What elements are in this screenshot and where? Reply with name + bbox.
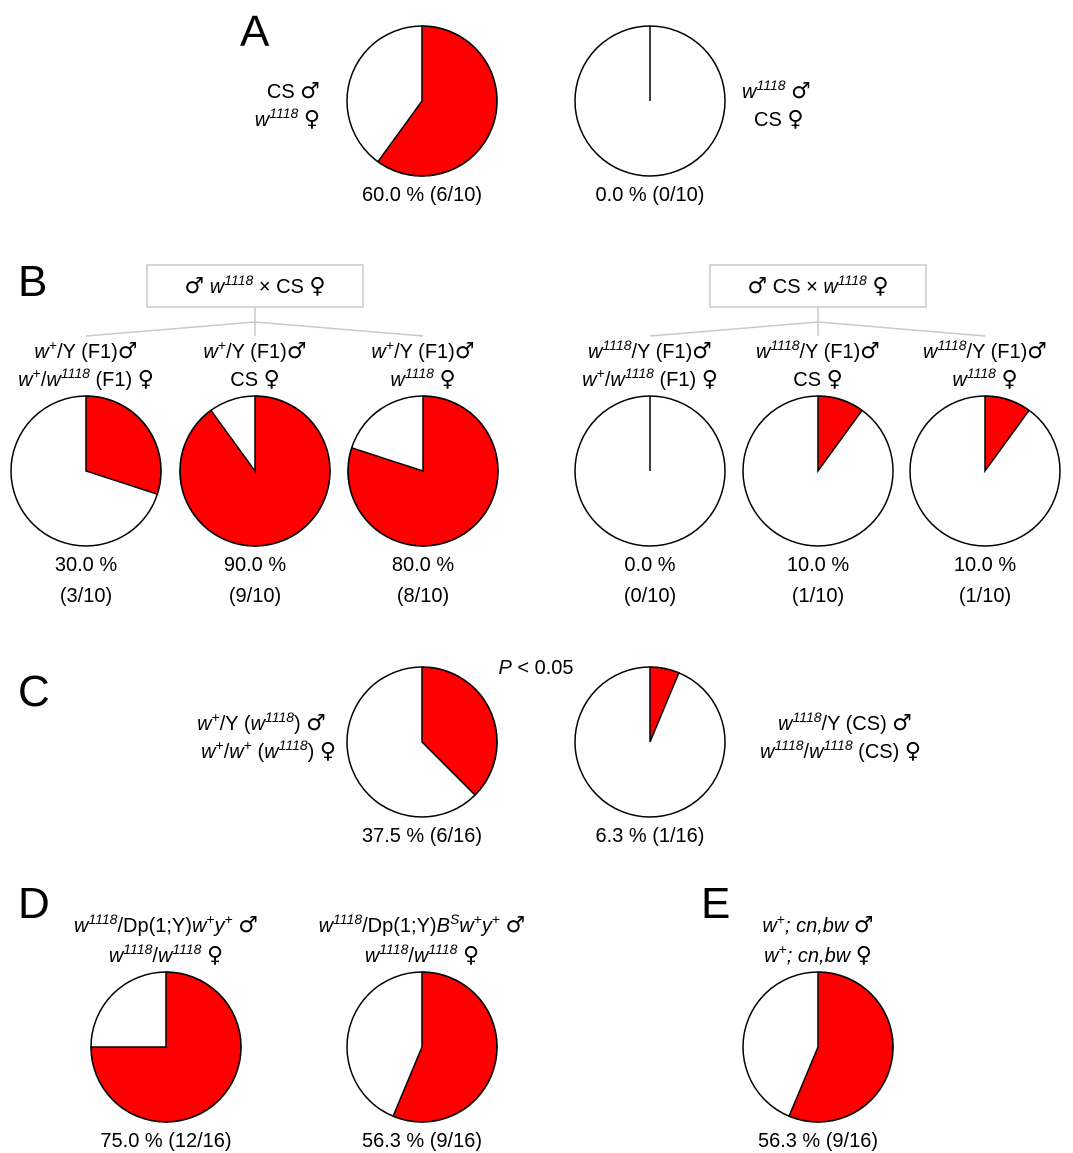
panel-c-pie-2-outline xyxy=(574,666,726,818)
panel-b-pie-2-slice xyxy=(179,395,331,547)
panel-b-pie-5-label-line-2: CS ♀ xyxy=(793,367,842,392)
panel-b-pie-4-percent: 0.0 % xyxy=(624,554,675,576)
panel-a-right-label-line-1: w1118 ♂ xyxy=(742,77,811,104)
panel-d-pie-1-label-line-2: w1118/w1118 ♀ xyxy=(109,941,223,968)
panel-b-pie-2-outline xyxy=(179,395,331,547)
panel-e-pie-1-value: 56.3 % (9/16) xyxy=(758,1130,878,1152)
panel-b-pie-4-outline xyxy=(574,395,726,547)
panel-b-pie-4-label-line-1: w1118/Y (F1)♂ xyxy=(588,337,712,364)
panel-b-bracket-branch xyxy=(649,321,819,337)
panel-b-pie-5-outline xyxy=(742,395,894,547)
panel-a-pie-2-value: 0.0 % (0/10) xyxy=(596,184,705,206)
panel-c-right-label-line-1: w1118/Y (CS) ♂ xyxy=(778,709,912,736)
panel-b-pie-1-count: (3/10) xyxy=(60,585,112,607)
panel-b-pie-5-percent: 10.0 % xyxy=(787,554,849,576)
panel-b-pie-6-label-line-1: w1118/Y (F1)♂ xyxy=(923,337,1047,364)
panel-b-pie-4-count: (0/10) xyxy=(624,585,676,607)
panel-a-pie-1-outline xyxy=(346,25,498,177)
panel-b-pie-3-percent: 80.0 % xyxy=(392,554,454,576)
panel-e-pie-1-label-line-2: w+; cn,bw ♀ xyxy=(764,941,872,968)
panel-d-pie-2-value: 56.3 % (9/16) xyxy=(362,1130,482,1152)
panel-b-pie-4-label-line-2: w+/w1118 (F1) ♀ xyxy=(582,365,718,392)
panel-letter-c: C xyxy=(18,667,50,716)
panel-b-pie-3-label-line-1: w+/Y (F1)♂ xyxy=(371,337,474,364)
panel-c-pie-1-value: 37.5 % (6/16) xyxy=(362,825,482,847)
panel-e-pie-1-label-line-1: w+; cn,bw ♂ xyxy=(762,911,873,938)
panel-d-pie-1-outline xyxy=(90,971,242,1123)
panel-b-pie-1-label-line-2: w+/w1118 (F1) ♀ xyxy=(18,365,154,392)
panel-c-left-label-line-1: w+/Y (w1118) ♂ xyxy=(197,709,326,736)
panel-letter-b: B xyxy=(18,257,47,306)
panel-d-pie-1-label-line-1: w1118/Dp(1;Y)w+y+ ♂ xyxy=(74,911,258,938)
panel-d-pie-2-outline xyxy=(346,971,498,1123)
panel-b-bracket-branch xyxy=(85,321,256,337)
panel-b-pie-2-label-line-2: CS ♀ xyxy=(230,367,279,392)
panel-c-left-label-line-2: w+/w+ (w1118) ♀ xyxy=(201,737,336,764)
panel-a-right-label-line-2: CS ♀ xyxy=(754,107,803,132)
panel-letter-e: E xyxy=(701,879,730,928)
panel-b-pie-1-percent: 30.0 % xyxy=(55,554,117,576)
panel-b-bracket-branch xyxy=(817,321,986,337)
panel-b-cross-box-2 xyxy=(709,264,927,308)
panel-b-cross-2: ♂ CS × w1118 ♀ xyxy=(747,272,888,299)
panel-c-pie-2-value: 6.3 % (1/16) xyxy=(596,825,705,847)
panel-b-pie-6-outline xyxy=(909,395,1061,547)
panel-b-pie-2-label-line-1: w+/Y (F1)♂ xyxy=(203,337,306,364)
panel-b-pie-5-label-line-1: w1118/Y (F1)♂ xyxy=(756,337,880,364)
panel-b-pie-6-count: (1/10) xyxy=(959,585,1011,607)
panel-b-pie-1-outline xyxy=(10,395,162,547)
panel-c-pie-1-outline xyxy=(346,666,498,818)
panel-b-pie-2-count: (9/10) xyxy=(229,585,281,607)
panel-d-pie-2-label-line-2: w1118/w1118 ♀ xyxy=(365,941,479,968)
panel-a-pie-2-outline xyxy=(574,25,726,177)
panel-b-pie-2-percent: 90.0 % xyxy=(224,554,286,576)
panel-letter-a: A xyxy=(240,7,270,56)
panel-d-pie-1-value: 75.0 % (12/16) xyxy=(100,1130,231,1152)
panel-b-pie-3-count: (8/10) xyxy=(397,585,449,607)
panel-c-p-value: P < 0.05 xyxy=(498,657,573,679)
panel-b-bracket-branch xyxy=(254,321,424,337)
panel-c-right-label-line-2: w1118/w1118 (CS) ♀ xyxy=(760,737,921,764)
panel-b-pie-1-label-line-1: w+/Y (F1)♂ xyxy=(34,337,137,364)
panel-a-left-label-line-1: CS ♂ xyxy=(267,79,320,104)
panel-b-pie-6-label-line-2: w1118 ♀ xyxy=(952,365,1017,392)
panel-b-pie-5-count: (1/10) xyxy=(792,585,844,607)
panel-b-pie-6-percent: 10.0 % xyxy=(954,554,1016,576)
panel-d-pie-2-label-line-1: w1118/Dp(1;Y)BSw+y+ ♂ xyxy=(319,911,526,938)
panel-b-pie-3-outline xyxy=(347,395,499,547)
panel-letter-d: D xyxy=(18,879,50,928)
panel-b-pie-3-label-line-2: w1118 ♀ xyxy=(390,365,455,392)
panel-e-pie-1-outline xyxy=(742,971,894,1123)
panel-a-left-label-line-2: w1118 ♀ xyxy=(255,105,320,132)
panel-b-cross-1: ♂ w1118 × CS ♀ xyxy=(184,272,325,299)
panel-a-pie-1-value: 60.0 % (6/10) xyxy=(362,184,482,206)
